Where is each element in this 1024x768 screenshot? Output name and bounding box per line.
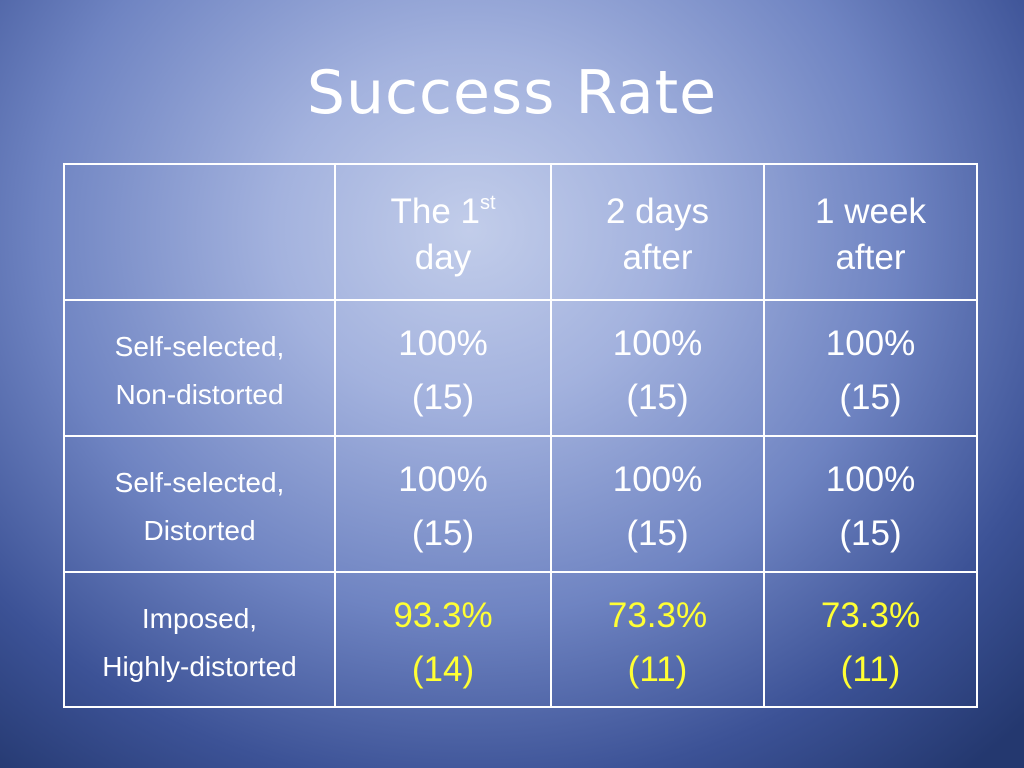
value-cell: 93.3% (14) bbox=[334, 571, 552, 708]
value-line: 100% bbox=[825, 324, 916, 363]
header-line: after bbox=[765, 235, 976, 281]
value-line: 100% bbox=[612, 460, 703, 499]
value-line: 73.3% bbox=[607, 596, 708, 635]
table-row: Self-selected, Distorted 100% (15) 100% (15) 1… bbox=[63, 435, 978, 573]
value-cell: 100% (15) bbox=[334, 435, 552, 573]
header-line: after bbox=[552, 235, 763, 281]
value-line: (14) bbox=[411, 650, 475, 689]
header-text: after bbox=[622, 238, 693, 277]
slide-title: Success Rate bbox=[306, 58, 718, 128]
row-label: Self-selected, Distorted bbox=[63, 435, 336, 573]
value-cell: 73.3% (11) bbox=[550, 571, 765, 708]
row-label: Self-selected, Non-distorted bbox=[63, 299, 336, 437]
table: The 1st day 2 days after 1 week after Self-sel… bbox=[63, 163, 978, 708]
value-line: (15) bbox=[626, 514, 689, 553]
header-sup: st bbox=[479, 192, 496, 214]
corner-cell bbox=[63, 163, 336, 301]
table-row: Self-selected, Non-distorted 100% (15) 100% (… bbox=[63, 299, 978, 437]
header-cell: 2 days after bbox=[550, 163, 765, 301]
value-line: (11) bbox=[627, 650, 688, 689]
header-line: The 1st bbox=[336, 189, 550, 235]
value-cell: 100% (15) bbox=[763, 299, 978, 437]
label-line: Imposed, bbox=[141, 603, 258, 634]
value-line: (11) bbox=[840, 650, 901, 689]
value-line: 100% bbox=[398, 324, 488, 363]
label-line: Self-selected, bbox=[114, 467, 285, 498]
value-cell: 100% (15) bbox=[550, 435, 765, 573]
value-line: 73.3% bbox=[820, 596, 921, 635]
header-row: The 1st day 2 days after 1 week after bbox=[63, 163, 978, 301]
value-line: 100% bbox=[825, 460, 916, 499]
value-cell: 100% (15) bbox=[550, 299, 765, 437]
header-line: 2 days bbox=[552, 189, 763, 235]
value-line: (15) bbox=[839, 378, 902, 417]
row-label: Imposed, Highly-distorted bbox=[63, 571, 336, 708]
label-line: Highly-distorted bbox=[102, 651, 297, 682]
header-text: 1 week bbox=[815, 192, 926, 231]
header-cell: 1 week after bbox=[763, 163, 978, 301]
value-cell: 100% (15) bbox=[763, 435, 978, 573]
header-text: after bbox=[835, 238, 906, 277]
value-line: (15) bbox=[626, 378, 689, 417]
header-text: The 1 bbox=[390, 192, 480, 231]
label-line: Non-distorted bbox=[115, 379, 284, 410]
value-line: (15) bbox=[411, 514, 475, 553]
value-line: 100% bbox=[612, 324, 703, 363]
header-line: day bbox=[336, 235, 550, 281]
label-line: Distorted bbox=[143, 515, 256, 546]
value-line: (15) bbox=[411, 378, 475, 417]
value-cell: 73.3% (11) bbox=[763, 571, 978, 708]
header-text: day bbox=[414, 238, 472, 277]
value-line: 100% bbox=[398, 460, 488, 499]
label-line: Self-selected, bbox=[114, 331, 285, 362]
value-cell: 100% (15) bbox=[334, 299, 552, 437]
value-line: 93.3% bbox=[393, 596, 493, 635]
value-line: (15) bbox=[839, 514, 902, 553]
header-text: 2 days bbox=[605, 192, 710, 231]
header-line: 1 week bbox=[765, 189, 976, 235]
table-row: Imposed, Highly-distorted 93.3% (14) 73.3% (1… bbox=[63, 571, 978, 708]
header-cell: The 1st day bbox=[334, 163, 552, 301]
